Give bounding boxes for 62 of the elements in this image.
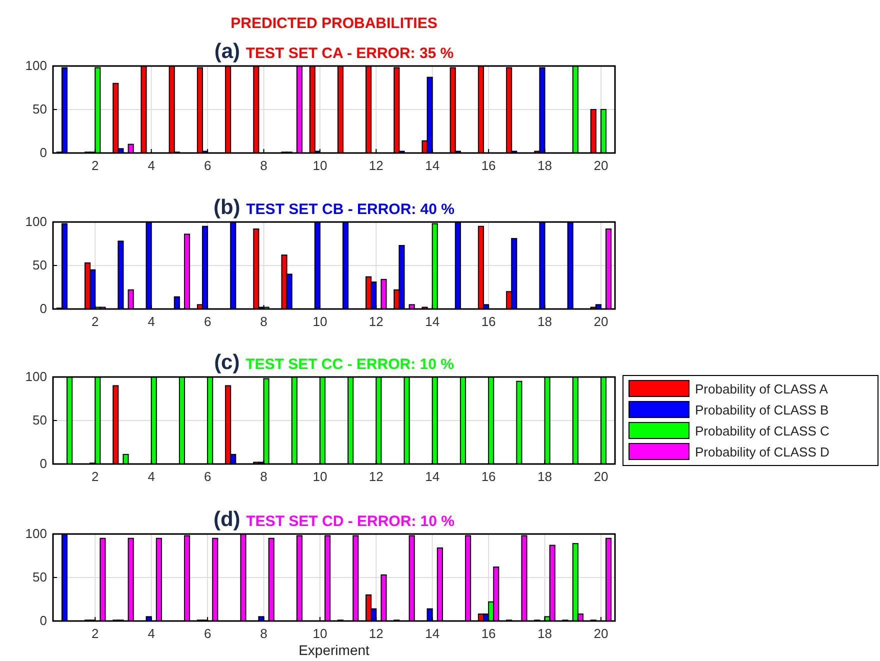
x-tick-label: 4 xyxy=(148,626,155,642)
x-tick-label: 4 xyxy=(148,158,155,174)
x-tick-label: 2 xyxy=(92,469,99,484)
x-axis-title: Experiment xyxy=(298,642,370,658)
x-tick-label: 6 xyxy=(204,469,212,484)
y-tick-label: 0 xyxy=(40,613,47,628)
x-tick-label: 8 xyxy=(260,626,268,642)
x-tick-label: 2 xyxy=(92,314,99,330)
y-tick-label: 50 xyxy=(32,258,47,273)
x-tick-label: 12 xyxy=(368,314,384,330)
y-tick-label: 100 xyxy=(25,58,47,74)
legend-label: Probability of CLASS C xyxy=(695,424,830,438)
chart-title: (c) TEST SET CC - ERROR: 10 % xyxy=(214,351,454,374)
x-tick-label: 2 xyxy=(92,626,99,642)
x-tick-label: 18 xyxy=(538,314,552,330)
x-tick-label: 18 xyxy=(538,158,552,174)
y-tick-label: 100 xyxy=(25,214,47,230)
x-tick-label: 6 xyxy=(204,314,212,330)
x-tick-label: 14 xyxy=(425,158,440,174)
x-tick-label: 16 xyxy=(481,469,496,484)
y-tick-label: 50 xyxy=(32,570,47,585)
legend-label: Probability of CLASS A xyxy=(695,382,828,396)
legend-label: Probability of CLASS D xyxy=(695,444,830,460)
x-tick-label: 12 xyxy=(368,469,384,484)
x-tick-label: 8 xyxy=(260,314,268,330)
y-tick-label: 0 xyxy=(40,301,47,316)
x-tick-label: 2 xyxy=(92,158,99,174)
y-tick-label: 0 xyxy=(40,456,47,472)
x-tick-label: 6 xyxy=(204,626,212,642)
x-tick-label: 16 xyxy=(481,626,496,642)
x-tick-label: 18 xyxy=(538,626,552,642)
x-tick-label: 16 xyxy=(481,314,496,330)
y-tick-label: 50 xyxy=(32,102,47,117)
legend-label: Probability of CLASS B xyxy=(695,402,829,418)
x-tick-label: 18 xyxy=(538,469,552,484)
y-tick-label: 0 xyxy=(40,145,47,160)
y-tick-label: 50 xyxy=(32,412,47,428)
y-tick-label: 100 xyxy=(25,369,47,384)
x-tick-label: 4 xyxy=(148,314,155,330)
x-tick-label: 12 xyxy=(368,158,384,174)
x-tick-label: 12 xyxy=(368,626,384,642)
x-tick-label: 8 xyxy=(260,469,268,484)
x-tick-label: 14 xyxy=(425,626,440,642)
chart-title: (b) TEST SET CB - ERROR: 40 % xyxy=(213,196,455,219)
x-tick-label: 10 xyxy=(312,469,328,484)
x-tick-label: 10 xyxy=(312,626,328,642)
x-tick-label: 20 xyxy=(594,469,608,484)
x-tick-label: 20 xyxy=(594,626,608,642)
x-tick-label: 6 xyxy=(204,158,212,174)
x-tick-label: 10 xyxy=(312,158,328,174)
x-tick-label: 10 xyxy=(312,314,328,330)
x-tick-label: 8 xyxy=(260,158,268,174)
x-tick-label: 20 xyxy=(594,158,608,174)
chart-title: (d) TEST SET CD - ERROR: 10 % xyxy=(213,508,455,531)
x-tick-label: 4 xyxy=(148,469,155,484)
x-tick-label: 20 xyxy=(594,314,608,330)
y-tick-label: 100 xyxy=(25,526,47,542)
x-tick-label: 14 xyxy=(425,314,440,330)
chart-subtitle: (a) TEST SET CA - ERROR: 35 % xyxy=(214,40,454,63)
x-tick-label: 16 xyxy=(481,158,496,174)
x-tick-label: 14 xyxy=(425,469,440,484)
chart-title: PREDICTED PROBABILITIES xyxy=(230,15,438,32)
